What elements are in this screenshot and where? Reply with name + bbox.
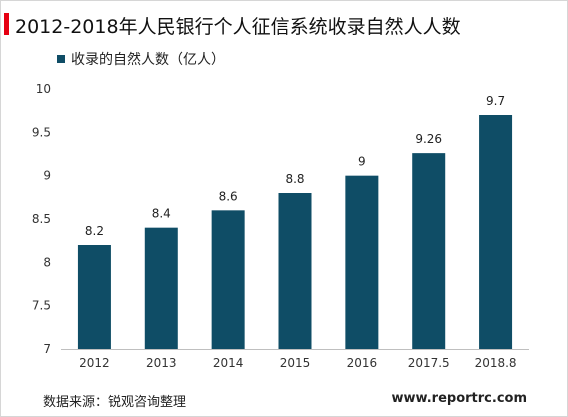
legend: 收录的自然人数（亿人） <box>57 49 225 69</box>
bar <box>77 245 111 349</box>
y-axis: 7 7.5 8 8.5 9 9.5 10 <box>32 82 51 356</box>
legend-label: 收录的自然人数（亿人） <box>71 52 225 68</box>
chart-title: 2012-2018年人民银行个人征信系统收录自然人人数 <box>15 16 461 38</box>
data-label: 8.8 <box>285 172 304 186</box>
x-tick-label: 2018.8 <box>475 356 517 370</box>
data-label: 9.7 <box>486 94 505 108</box>
x-tick-label: 2013 <box>146 356 177 370</box>
y-tick-label: 8.5 <box>32 212 51 226</box>
bar <box>479 115 513 349</box>
bar <box>211 210 245 349</box>
source-note: 数据来源：锐观咨询整理 <box>43 395 187 410</box>
data-labels: 8.2 8.4 8.6 8.8 9 9.26 9.7 <box>85 94 505 238</box>
data-label: 8.2 <box>85 224 104 238</box>
y-tick-label: 7 <box>43 342 51 356</box>
y-tick-label: 9 <box>43 169 51 183</box>
website-label: www.reportrc.com <box>391 391 527 406</box>
x-tick-label: 2015 <box>280 356 311 370</box>
bar <box>345 175 379 349</box>
y-tick-label: 7.5 <box>32 299 51 313</box>
title-accent-bar <box>4 13 9 35</box>
x-tick-label: 2014 <box>213 356 244 370</box>
data-label: 9.26 <box>415 132 442 146</box>
x-axis: 2012 2013 2014 2015 2016 2017.5 2018.8 <box>79 356 516 370</box>
x-tick-label: 2012 <box>79 356 110 370</box>
bar-series <box>77 115 513 349</box>
data-label: 9 <box>358 155 366 169</box>
data-label: 8.4 <box>152 207 171 221</box>
y-tick-label: 8 <box>43 255 51 269</box>
y-tick-label: 10 <box>36 82 51 96</box>
bar <box>412 153 446 349</box>
legend-swatch <box>57 55 65 63</box>
data-label: 8.6 <box>219 189 238 203</box>
bar <box>144 227 178 349</box>
x-tick-label: 2017.5 <box>408 356 450 370</box>
bar <box>278 193 312 349</box>
x-tick-label: 2016 <box>347 356 378 370</box>
y-tick-label: 9.5 <box>32 125 51 139</box>
